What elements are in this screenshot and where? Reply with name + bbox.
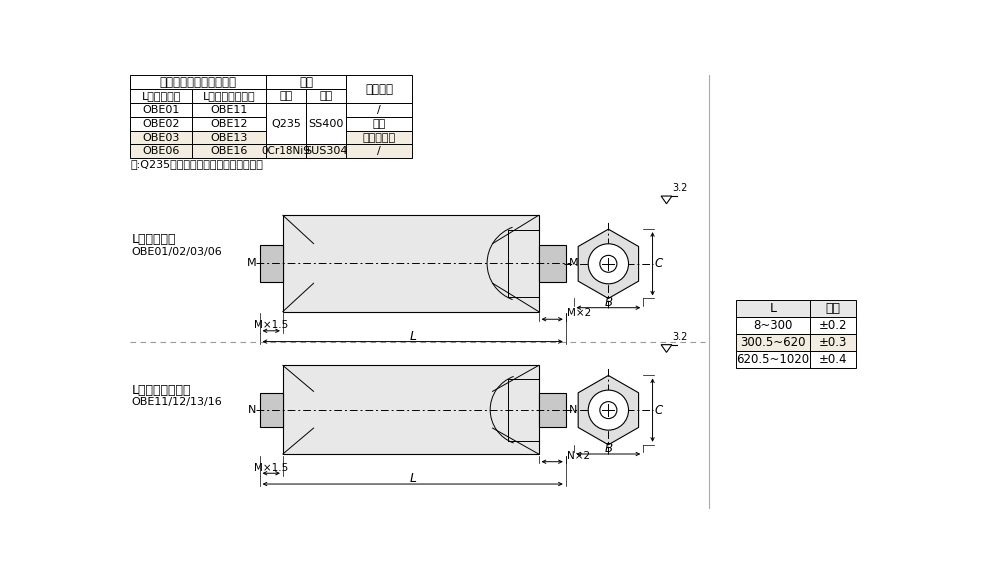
Text: M×1.5: M×1.5 [254, 463, 289, 473]
Polygon shape [661, 196, 672, 204]
Bar [307, 89, 346, 103]
Text: OBE01: OBE01 [143, 105, 180, 115]
Text: B: B [604, 442, 612, 455]
Bar [266, 75, 346, 89]
Text: M×2: M×2 [567, 308, 591, 318]
Text: L: L [770, 302, 777, 315]
Text: OBE16: OBE16 [210, 147, 248, 156]
Text: 一端外螺纹一端内螺纹型: 一端外螺纹一端内螺纹型 [160, 75, 236, 89]
Bar [809, 300, 856, 317]
Text: ±0.3: ±0.3 [819, 336, 847, 349]
Text: OBE03: OBE03 [143, 132, 180, 143]
Text: C: C [655, 404, 663, 417]
Bar [539, 245, 565, 282]
Bar [130, 144, 192, 158]
Text: L尺寸指定型: L尺寸指定型 [142, 91, 181, 101]
Bar [539, 393, 565, 427]
Text: 材质: 材质 [300, 75, 313, 89]
Text: 300.5~620: 300.5~620 [740, 336, 806, 349]
Text: L: L [409, 329, 417, 343]
Bar [307, 103, 346, 144]
Circle shape [588, 244, 629, 284]
Text: M: M [568, 258, 578, 269]
Bar [130, 103, 192, 117]
Text: 0Cr18Ni9: 0Cr18Ni9 [262, 147, 310, 156]
Text: Q235: Q235 [271, 118, 301, 129]
Bar [260, 245, 283, 282]
Text: N: N [248, 405, 257, 415]
Text: SS400: SS400 [309, 118, 344, 129]
Text: C: C [655, 257, 663, 270]
Text: N×2: N×2 [567, 451, 590, 461]
Text: OBE12: OBE12 [210, 118, 248, 129]
Text: OBE01/02/03/06: OBE01/02/03/06 [132, 247, 222, 257]
Text: OBE06: OBE06 [143, 147, 180, 156]
Bar [346, 117, 413, 131]
Circle shape [600, 255, 617, 273]
Bar [307, 144, 346, 158]
Bar [736, 334, 809, 351]
Bar [130, 131, 192, 144]
Text: N: N [568, 405, 577, 415]
Text: L: L [409, 472, 417, 485]
Bar [346, 103, 413, 117]
Bar [809, 317, 856, 334]
Text: 无电解镀镍: 无电解镀镍 [363, 132, 396, 143]
Text: L尺寸螺纹指定型: L尺寸螺纹指定型 [132, 384, 191, 397]
Bar [283, 215, 539, 312]
Bar [736, 351, 809, 368]
Text: /: / [378, 147, 381, 156]
Bar [809, 351, 856, 368]
Text: /: / [378, 105, 381, 115]
Bar [266, 89, 307, 103]
Bar [192, 103, 266, 117]
Bar [346, 131, 413, 144]
Bar [809, 334, 856, 351]
Text: OBE11/12/13/16: OBE11/12/13/16 [132, 397, 222, 408]
Text: 表面处理: 表面处理 [365, 83, 394, 95]
Text: 国标: 国标 [280, 91, 293, 101]
Polygon shape [578, 229, 639, 298]
Bar [346, 75, 413, 103]
Bar [260, 393, 283, 427]
Bar [736, 317, 809, 334]
Text: ±0.2: ±0.2 [818, 319, 847, 332]
Text: SUS304: SUS304 [305, 147, 348, 156]
Text: OBE02: OBE02 [143, 118, 180, 129]
Text: 发黑: 发黑 [373, 118, 386, 129]
Bar [283, 366, 539, 454]
Text: B: B [604, 296, 612, 309]
Text: 相当: 相当 [319, 91, 333, 101]
Bar [130, 117, 192, 131]
Text: OBE13: OBE13 [210, 132, 248, 143]
Bar [266, 144, 307, 158]
Bar [130, 89, 192, 103]
Text: L尺寸指定型: L尺寸指定型 [132, 233, 177, 247]
Bar [130, 75, 266, 89]
Bar [192, 131, 266, 144]
Text: 注:Q235材质的产品出货时带有防锈油。: 注:Q235材质的产品出货时带有防锈油。 [130, 159, 263, 168]
Text: 8~300: 8~300 [753, 319, 793, 332]
Bar [736, 300, 809, 317]
Bar [192, 144, 266, 158]
Text: 3.2: 3.2 [673, 332, 688, 342]
Text: M: M [247, 258, 257, 269]
Circle shape [600, 402, 617, 419]
Circle shape [588, 390, 629, 430]
Polygon shape [578, 375, 639, 444]
Text: L尺寸螺纹指定型: L尺寸螺纹指定型 [202, 91, 255, 101]
Text: 3.2: 3.2 [673, 183, 688, 193]
Text: 620.5~1020: 620.5~1020 [736, 353, 809, 366]
Text: OBE11: OBE11 [210, 105, 248, 115]
Text: ±0.4: ±0.4 [818, 353, 847, 366]
Bar [192, 89, 266, 103]
Text: 公差: 公差 [825, 302, 840, 315]
Text: M×1.5: M×1.5 [254, 320, 289, 331]
Polygon shape [661, 344, 672, 352]
Bar [266, 103, 307, 144]
Bar [346, 144, 413, 158]
Bar [192, 117, 266, 131]
